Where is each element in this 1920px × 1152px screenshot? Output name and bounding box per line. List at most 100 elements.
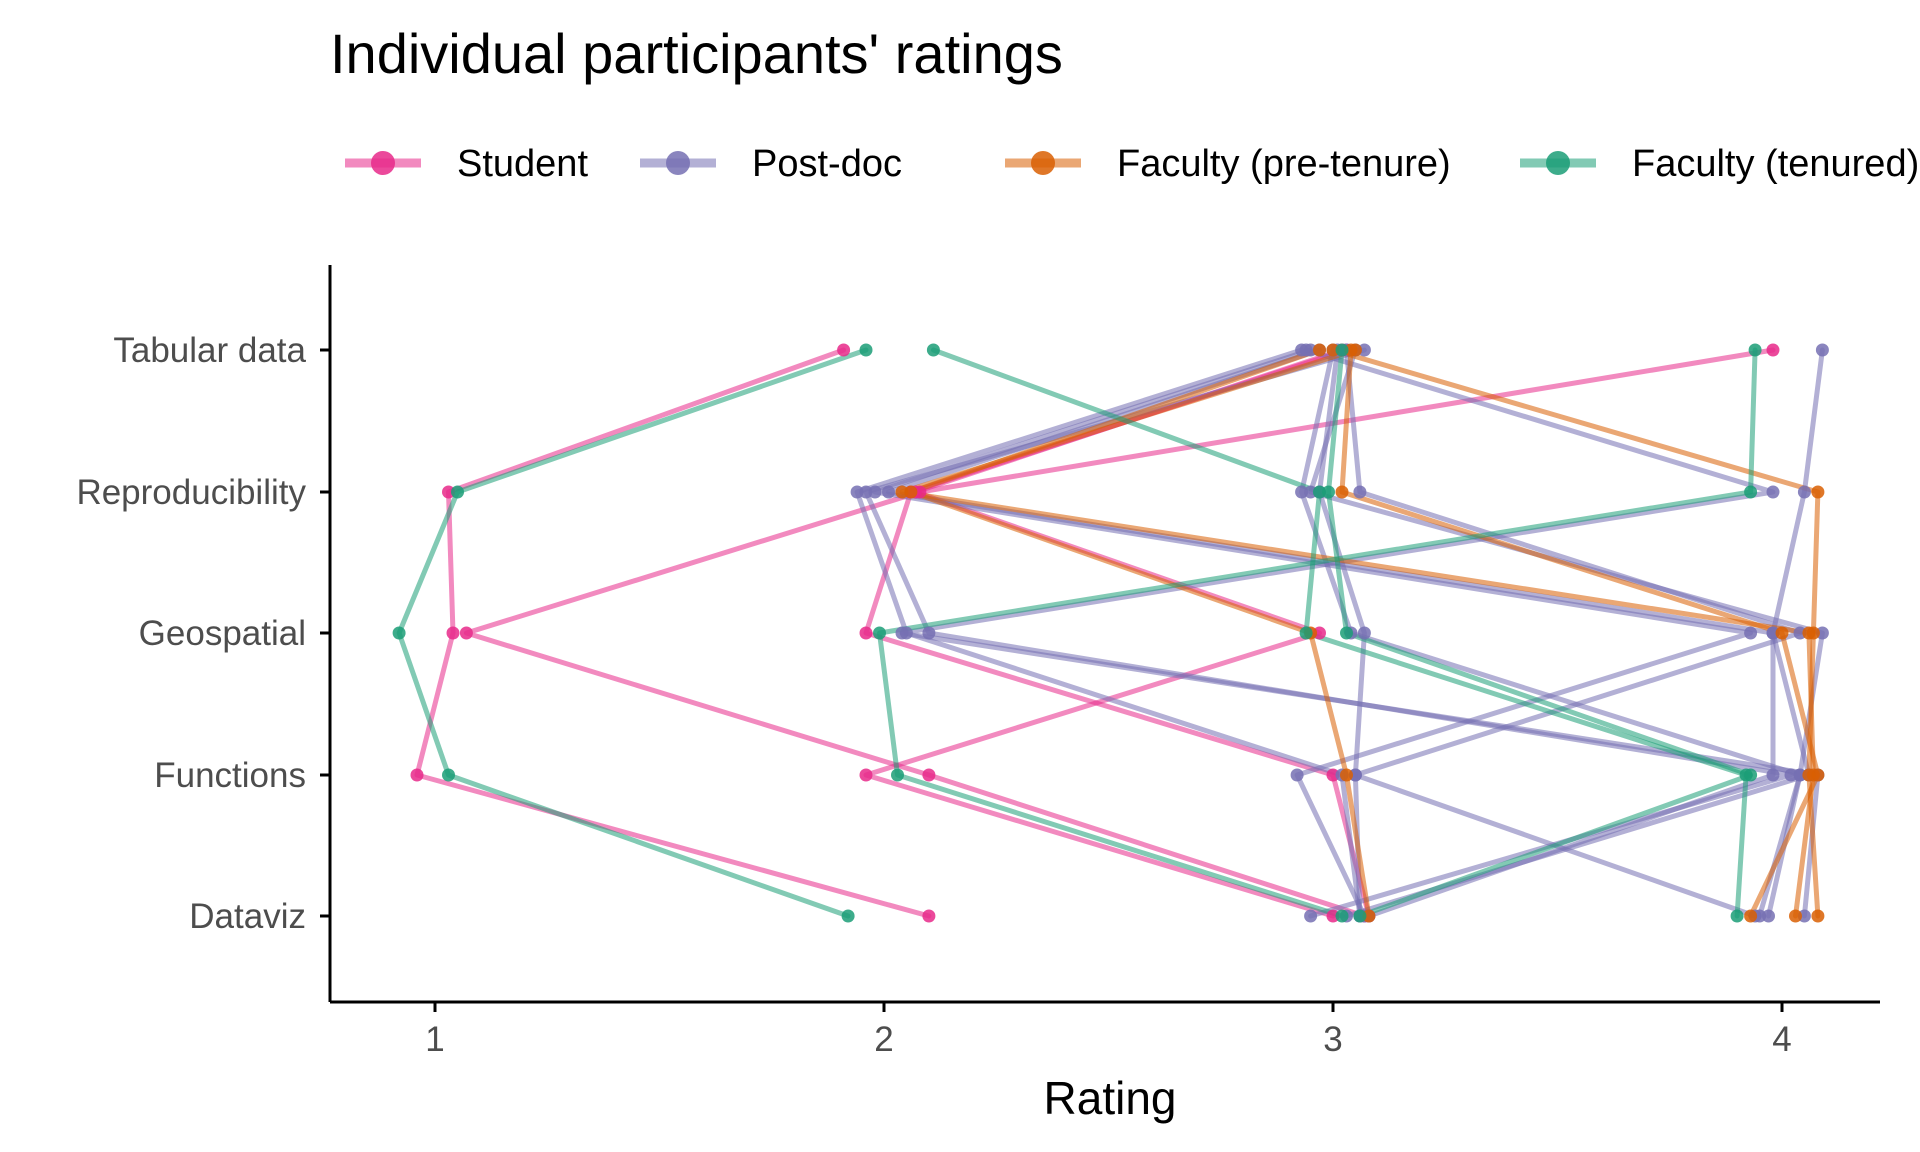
- data-point-faculty-tenured-20-tabular-data: [926, 343, 940, 357]
- data-point-faculty-pre-tenure-15-dataviz: [1789, 909, 1802, 923]
- x-tick-label-4: 4: [1772, 1020, 1791, 1059]
- data-point-post-doc-12-reproducibility: [1766, 485, 1780, 499]
- data-point-student-2-functions: [922, 768, 936, 782]
- data-point-faculty-pre-tenure-17-functions: [1811, 768, 1825, 782]
- x-tick-label-2: 2: [874, 1020, 893, 1059]
- data-point-faculty-tenured-22-dataviz: [1353, 909, 1367, 923]
- data-point-faculty-pre-tenure-17-geospatial: [1775, 626, 1789, 640]
- data-point-faculty-tenured-19-geospatial: [392, 626, 406, 640]
- data-point-faculty-tenured-19-dataviz: [841, 909, 855, 923]
- data-point-post-doc-9-dataviz: [1762, 909, 1775, 923]
- data-point-student-4-geospatial: [1313, 626, 1326, 640]
- data-point-post-doc-14-geospatial: [1357, 626, 1371, 640]
- data-point-faculty-pre-tenure-17-dataviz: [1744, 909, 1758, 923]
- data-point-post-doc-7-reproducibility: [868, 485, 882, 499]
- data-point-student-4-functions: [859, 768, 873, 782]
- data-point-faculty-tenured-19-reproducibility: [451, 485, 464, 499]
- data-point-faculty-pre-tenure-18-tabular-data: [1326, 343, 1340, 357]
- series-line-student-1: [414, 347, 932, 919]
- legend: Student Post-doc Faculty (pre-tenure) Facul…: [345, 143, 1919, 185]
- data-point-student-3-geospatial: [859, 626, 873, 640]
- data-point-post-doc-6-tabular-data: [1357, 343, 1371, 357]
- data-point-faculty-tenured-22-functions: [1744, 768, 1758, 782]
- data-point-post-doc-14-functions: [1348, 768, 1362, 782]
- data-point-faculty-tenured-22-tabular-data: [1335, 343, 1349, 357]
- plot-panel: [392, 343, 1829, 923]
- data-point-faculty-tenured-21-reproducibility: [1744, 485, 1758, 499]
- y-tick-label-functions: Functions: [154, 756, 306, 795]
- data-point-faculty-pre-tenure-17-tabular-data: [1344, 343, 1358, 357]
- y-axis-ticks: Tabular data Reproducibility Geospatial Fun…: [76, 331, 330, 936]
- data-point-faculty-tenured-19-functions: [442, 768, 455, 782]
- data-point-post-doc-13-functions: [1793, 768, 1807, 782]
- x-axis-title: Rating: [1044, 1072, 1177, 1124]
- data-point-faculty-tenured-22-geospatial: [1340, 626, 1353, 640]
- data-point-post-doc-5-reproducibility: [850, 485, 864, 499]
- data-point-post-doc-11-reproducibility: [1797, 485, 1811, 499]
- data-point-student-1-dataviz: [922, 909, 936, 923]
- data-point-post-doc-6-functions: [1784, 768, 1798, 782]
- data-point-faculty-tenured-21-geospatial: [873, 626, 886, 640]
- y-tick-label-dataviz: Dataviz: [189, 897, 306, 936]
- data-point-student-1-tabular-data: [837, 343, 851, 357]
- legend-key-point: [666, 151, 690, 175]
- data-point-faculty-tenured-21-dataviz: [1335, 909, 1349, 923]
- data-point-faculty-tenured-20-dataviz: [1730, 909, 1744, 923]
- data-point-faculty-tenured-21-functions: [891, 768, 904, 782]
- data-point-post-doc-7-functions: [1290, 768, 1304, 782]
- data-point-post-doc-12-tabular-data: [1299, 343, 1313, 357]
- data-point-post-doc-13-geospatial: [1815, 626, 1829, 640]
- y-tick-label-tabular-data: Tabular data: [113, 331, 306, 370]
- series-points: [392, 343, 1829, 923]
- x-tick-label-3: 3: [1323, 1020, 1342, 1059]
- data-point-student-3-functions: [1326, 768, 1340, 782]
- legend-item-faculty-pre-tenure: Faculty (pre-tenure): [1005, 143, 1451, 185]
- legend-item-post-doc: Post-doc: [640, 143, 902, 185]
- legend-key-point: [1031, 151, 1055, 175]
- series-line-post-doc-9: [1299, 347, 1803, 919]
- data-point-post-doc-9-reproducibility: [1295, 485, 1309, 499]
- legend-label-faculty-tenured: Faculty (tenured): [1632, 143, 1919, 185]
- data-point-post-doc-6-reproducibility: [859, 485, 873, 499]
- series-lines: [396, 347, 1825, 919]
- data-point-student-1-reproducibility: [442, 485, 455, 499]
- data-point-faculty-pre-tenure-15-reproducibility: [895, 485, 909, 499]
- data-point-faculty-tenured-21-tabular-data: [1748, 343, 1762, 357]
- data-point-faculty-pre-tenure-16-dataviz: [1362, 909, 1376, 923]
- x-tick-label-1: 1: [425, 1020, 444, 1059]
- legend-item-student: Student: [345, 143, 588, 185]
- legend-label-post-doc: Post-doc: [752, 143, 902, 185]
- data-point-post-doc-13-reproducibility: [1304, 485, 1318, 499]
- data-point-post-doc-8-reproducibility: [882, 485, 895, 499]
- legend-key-point: [1546, 151, 1570, 175]
- y-tick-label-geospatial: Geospatial: [139, 614, 306, 653]
- data-point-faculty-tenured-19-tabular-data: [859, 343, 873, 357]
- data-point-faculty-pre-tenure-18-functions: [1802, 768, 1816, 782]
- y-tick-label-reproducibility: Reproducibility: [76, 473, 306, 512]
- data-point-post-doc-12-dataviz: [1797, 909, 1811, 923]
- data-point-post-doc-11-geospatial: [1766, 626, 1780, 640]
- legend-label-faculty-pre-tenure: Faculty (pre-tenure): [1117, 143, 1451, 185]
- data-point-student-2-geospatial: [459, 626, 473, 640]
- series-line-faculty-tenured-22: [1326, 347, 1754, 919]
- data-point-faculty-tenured-20-reproducibility: [1313, 485, 1326, 499]
- data-point-faculty-pre-tenure-18-geospatial: [1806, 626, 1820, 640]
- legend-key-point: [371, 151, 395, 175]
- data-point-faculty-tenured-22-reproducibility: [1322, 485, 1335, 499]
- data-point-faculty-pre-tenure-17-reproducibility: [1335, 485, 1349, 499]
- legend-label-student: Student: [457, 143, 588, 185]
- x-axis-ticks: 1 2 3 4: [425, 1002, 1792, 1059]
- data-point-faculty-pre-tenure-18-reproducibility: [1811, 485, 1825, 499]
- data-point-faculty-pre-tenure-16-reproducibility: [904, 485, 918, 499]
- data-point-faculty-pre-tenure-16-tabular-data: [1313, 343, 1326, 357]
- data-point-student-1-functions: [410, 768, 424, 782]
- data-point-faculty-pre-tenure-18-dataviz: [1811, 909, 1825, 923]
- data-point-post-doc-13-dataviz: [1753, 909, 1767, 923]
- data-point-post-doc-6-dataviz: [1304, 909, 1318, 923]
- data-point-student-4-dataviz: [1326, 909, 1340, 923]
- data-point-post-doc-12-geospatial: [895, 626, 909, 640]
- data-point-post-doc-10-geospatial: [1793, 626, 1807, 640]
- data-point-student-2-tabular-data: [1766, 343, 1780, 357]
- data-point-faculty-pre-tenure-16-functions: [1340, 768, 1353, 782]
